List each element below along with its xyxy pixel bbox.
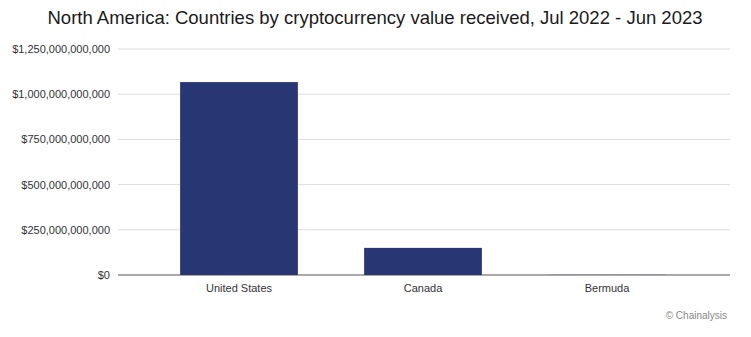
bar xyxy=(364,248,482,275)
x-tick-label: Bermuda xyxy=(585,282,631,294)
source: © Chainalysis xyxy=(666,310,727,321)
y-tick-label: $250,000,000,000 xyxy=(21,224,110,236)
bar xyxy=(548,274,666,275)
title: North America: Countries by cryptocurren… xyxy=(47,7,702,28)
bar xyxy=(180,82,298,275)
y-tick-label: $750,000,000,000 xyxy=(21,133,110,145)
bars xyxy=(180,82,666,275)
grid-line xyxy=(118,49,730,50)
y-tick-label: $500,000,000,000 xyxy=(21,179,110,191)
x-tick-label: United States xyxy=(206,282,273,294)
y-tick-label: $0 xyxy=(98,269,110,281)
y-tick-label: $1,000,000,000,000 xyxy=(12,88,110,100)
y-tick-label: $1,250,000,000,000 xyxy=(12,43,110,55)
x-tick-label: Canada xyxy=(404,282,443,294)
chart: North America: Countries by cryptocurren… xyxy=(0,0,751,337)
